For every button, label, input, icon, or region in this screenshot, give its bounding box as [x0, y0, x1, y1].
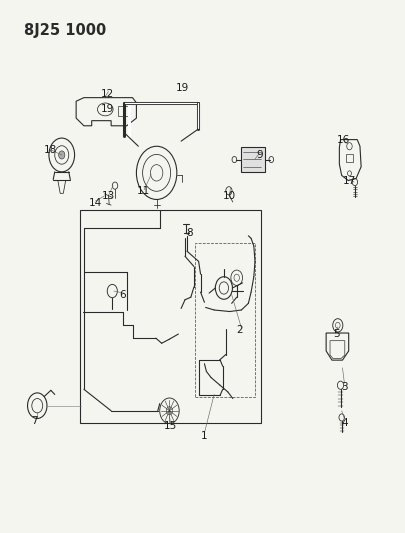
Text: 16: 16	[337, 135, 350, 144]
Text: 10: 10	[222, 191, 235, 201]
Text: 4: 4	[341, 417, 348, 427]
Bar	[118, 107, 128, 116]
Circle shape	[59, 151, 65, 159]
Text: 12: 12	[100, 88, 114, 99]
Text: 5: 5	[333, 329, 340, 339]
Text: 6: 6	[119, 289, 126, 300]
Text: 7: 7	[31, 416, 38, 426]
Bar	[241, 147, 265, 172]
Text: 2: 2	[236, 326, 243, 335]
Text: 15: 15	[164, 421, 177, 431]
Bar	[195, 244, 255, 397]
Text: 11: 11	[137, 186, 150, 196]
Text: 3: 3	[341, 382, 348, 392]
Text: 17: 17	[343, 175, 356, 185]
Bar	[80, 210, 261, 423]
Text: 13: 13	[102, 191, 115, 201]
Text: 19: 19	[176, 84, 189, 93]
Text: 19: 19	[100, 104, 114, 114]
Text: 9: 9	[257, 150, 263, 160]
Bar	[345, 154, 353, 162]
Text: 8: 8	[187, 228, 193, 238]
Text: 8J25 1000: 8J25 1000	[23, 23, 106, 38]
Text: 18: 18	[43, 145, 57, 155]
Text: 14: 14	[89, 198, 102, 207]
Text: 1: 1	[201, 431, 208, 441]
